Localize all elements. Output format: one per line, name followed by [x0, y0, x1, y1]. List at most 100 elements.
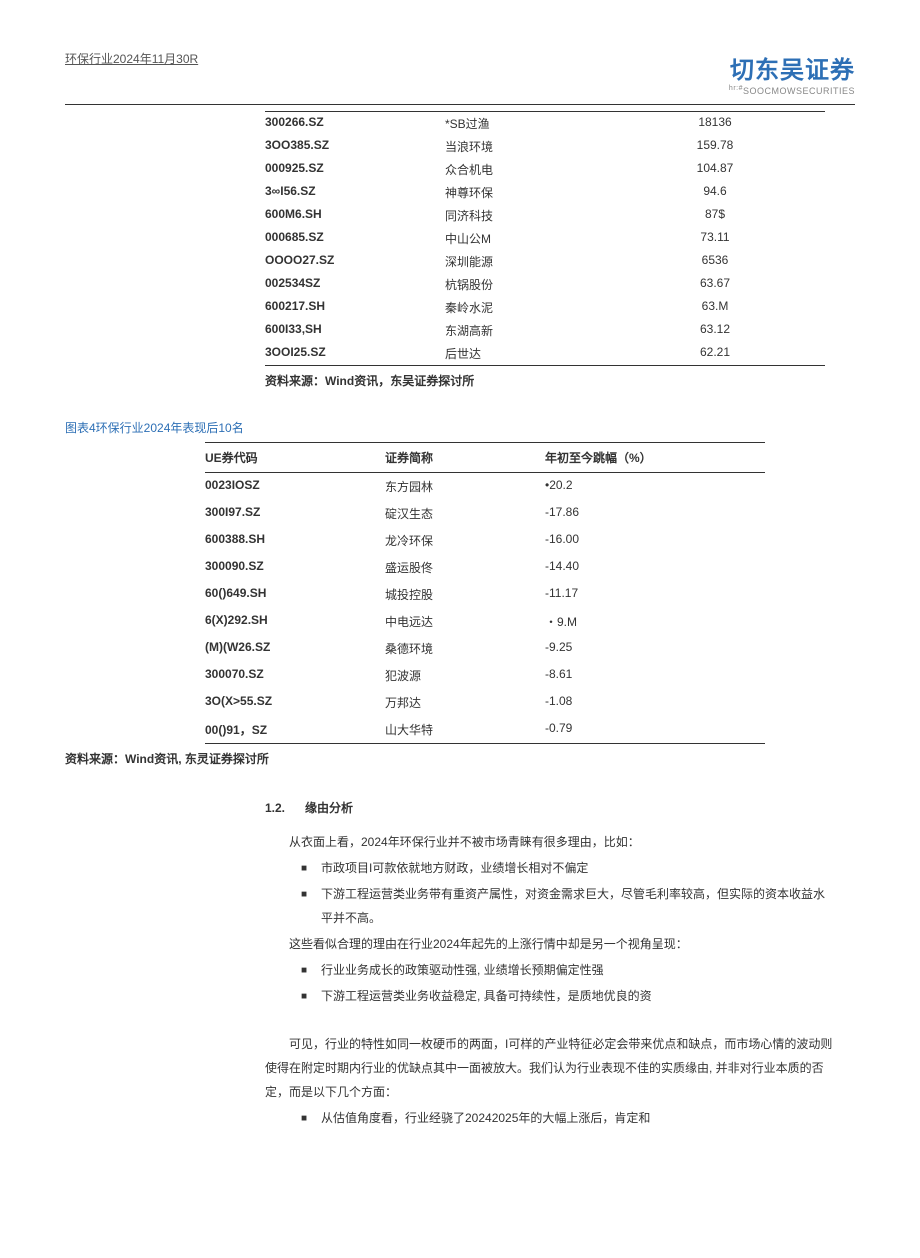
cell-code: 000925.SZ	[265, 161, 445, 178]
section-number: 1.2.	[265, 801, 285, 815]
table-row: 3∞I56.SZ神尊环保94.6	[265, 181, 825, 204]
cell-code: 300070.SZ	[205, 667, 385, 684]
header-right-logo: 切东吴证券 hr:#SOOCMOWSECURITIES	[729, 50, 855, 96]
cell-value: 73.11	[645, 230, 785, 247]
bullet-item: ■下游工程运营类业务收益稳定, 具备可持续性，是质地优良的资	[301, 984, 835, 1008]
table1-source: 资料来源：Wind资讯，东吴证券探讨所	[265, 372, 855, 389]
cell-value: 94.6	[645, 184, 785, 201]
cell-value: -14.40	[545, 559, 705, 576]
table-row: 6(X)292.SH中电远达・9.M	[205, 608, 765, 635]
bullet-marker-icon: ■	[301, 1106, 321, 1130]
cell-name: 当浪环境	[445, 138, 645, 155]
cell-code: 600217.SH	[265, 299, 445, 316]
cell-code: 3OO385.SZ	[265, 138, 445, 155]
table-row: 3OO385.SZ当浪环境159.78	[265, 135, 825, 158]
cell-code: 3∞I56.SZ	[265, 184, 445, 201]
cell-value: 87$	[645, 207, 785, 224]
table-row: 000925.SZ众合机电104.87	[265, 158, 825, 181]
bullet-marker-icon: ■	[301, 958, 321, 982]
paragraph-1: 从衣面上看，2024年环保行业并不被市场青睐有很多理由，比如：	[265, 830, 835, 854]
cell-name: 犯波源	[385, 667, 545, 684]
cell-value: 18136	[645, 115, 785, 132]
bullet-item: ■市政项目I可款依就地方财政，业绩增长相对不偏定	[301, 856, 835, 880]
table-row: OOOO27.SZ深圳能源6536	[265, 250, 825, 273]
cell-name: 山大华特	[385, 721, 545, 738]
cell-value: -1.08	[545, 694, 705, 711]
cell-value: -0.79	[545, 721, 705, 738]
bullet-marker-icon: ■	[301, 882, 321, 930]
cell-value: 63.67	[645, 276, 785, 293]
cell-code: 6(X)292.SH	[205, 613, 385, 630]
bullet-text: 市政项目I可款依就地方财政，业绩增长相对不偏定	[321, 856, 835, 880]
cell-value: -9.25	[545, 640, 705, 657]
cell-code: 002534SZ	[265, 276, 445, 293]
cell-name: 东方园林	[385, 478, 545, 495]
cell-value: 6536	[645, 253, 785, 270]
cell-value: ・9.M	[545, 613, 705, 630]
cell-name: 神尊环保	[445, 184, 645, 201]
bullet-text: 从估值角度看，行业经骁了20242025年的大幅上涨后，肯定和	[321, 1106, 835, 1130]
cell-name: 万邦达	[385, 694, 545, 711]
section-heading: 1.2. 缘由分析	[265, 799, 855, 816]
cell-name: 同济科技	[445, 207, 645, 224]
bullet-text: 行业业务成长的政策驱动性强, 业绩增长预期偏定性强	[321, 958, 835, 982]
cell-value: -16.00	[545, 532, 705, 549]
table2-header-name: 证券简称	[385, 449, 545, 466]
logo-sub: hr:#SOOCMOWSECURITIES	[729, 85, 855, 96]
cell-name: 中电远达	[385, 613, 545, 630]
cell-value: 63.12	[645, 322, 785, 339]
cell-value: 159.78	[645, 138, 785, 155]
bullet-item: ■从估值角度看，行业经骁了20242025年的大幅上涨后，肯定和	[301, 1106, 835, 1130]
cell-code: 3OOI25.SZ	[265, 345, 445, 362]
cell-name: *SB过渔	[445, 115, 645, 132]
table-row: 0023IOSZ东方园林•20.2	[205, 473, 765, 500]
table-row: 3OOI25.SZ后世达62.21	[265, 342, 825, 365]
cell-name: 龙冷环保	[385, 532, 545, 549]
cell-value: -11.17	[545, 586, 705, 603]
cell-name: 众合机电	[445, 161, 645, 178]
table-row: 600388.SH龙冷环保-16.00	[205, 527, 765, 554]
header-left-text: 环保行业2024年11月30R	[65, 50, 198, 67]
bullet-marker-icon: ■	[301, 856, 321, 880]
cell-code: 300I97.SZ	[205, 505, 385, 522]
table-row: (M)(W26.SZ桑德环境-9.25	[205, 635, 765, 662]
cell-code: 00()91，SZ	[205, 721, 385, 738]
cell-name: 深圳能源	[445, 253, 645, 270]
bullet-marker-icon: ■	[301, 984, 321, 1008]
bullet-list-1: ■市政项目I可款依就地方财政，业绩增长相对不偏定■下游工程运营类业务带有重资产属…	[301, 856, 835, 930]
cell-code: 300090.SZ	[205, 559, 385, 576]
table2-source: 资料来源：Wind资讯, 东灵证券探讨所	[65, 750, 855, 767]
header-divider	[65, 104, 855, 105]
cell-name: 盛运股佟	[385, 559, 545, 576]
cell-code: 0023IOSZ	[205, 478, 385, 495]
cell-code: 300266.SZ	[265, 115, 445, 132]
table2-title: 图表4环保行业2024年表现后10名	[65, 419, 855, 436]
body-content: 从衣面上看，2024年环保行业并不被市场青睐有很多理由，比如： ■市政项目I可款…	[265, 830, 835, 1130]
cell-value: 63.M	[645, 299, 785, 316]
table-row: 600M6.SH同济科技87$	[265, 204, 825, 227]
table-bottom-performers: UE券代码 证券简称 年初至今跳幅（%） 0023IOSZ东方园林•20.230…	[205, 442, 765, 744]
cell-code: 3O(X>55.SZ	[205, 694, 385, 711]
logo-main: 切东吴证券	[729, 50, 855, 85]
table-row: 00()91，SZ山大华特-0.79	[205, 716, 765, 743]
cell-code: 600388.SH	[205, 532, 385, 549]
table-row: 600I33,SH东湖高新63.12	[265, 319, 825, 342]
table-row: 300070.SZ犯波源-8.61	[205, 662, 765, 689]
bullet-text: 下游工程运营类业务收益稳定, 具备可持续性，是质地优良的资	[321, 984, 835, 1008]
cell-value: -8.61	[545, 667, 705, 684]
table-row: 60()649.SH城投控股-11.17	[205, 581, 765, 608]
cell-name: 后世达	[445, 345, 645, 362]
cell-name: 秦岭水泥	[445, 299, 645, 316]
cell-code: 60()649.SH	[205, 586, 385, 603]
table-row: 002534SZ杭锅股份63.67	[265, 273, 825, 296]
table2-header-code: UE券代码	[205, 449, 385, 466]
table-row: 000685.SZ中山公M73.11	[265, 227, 825, 250]
page-header: 环保行业2024年11月30R 切东吴证券 hr:#SOOCMOWSECURIT…	[65, 50, 855, 96]
cell-value: 104.87	[645, 161, 785, 178]
cell-name: 桑德环境	[385, 640, 545, 657]
bullet-item: ■行业业务成长的政策驱动性强, 业绩增长预期偏定性强	[301, 958, 835, 982]
bullet-item: ■下游工程运营类业务带有重资产属性，对资金需求巨大，尽管毛利率较高，但实际的资本…	[301, 882, 835, 930]
section-title: 缘由分析	[305, 801, 353, 815]
bullet-list-3: ■从估值角度看，行业经骁了20242025年的大幅上涨后，肯定和	[301, 1106, 835, 1130]
cell-code: 600I33,SH	[265, 322, 445, 339]
